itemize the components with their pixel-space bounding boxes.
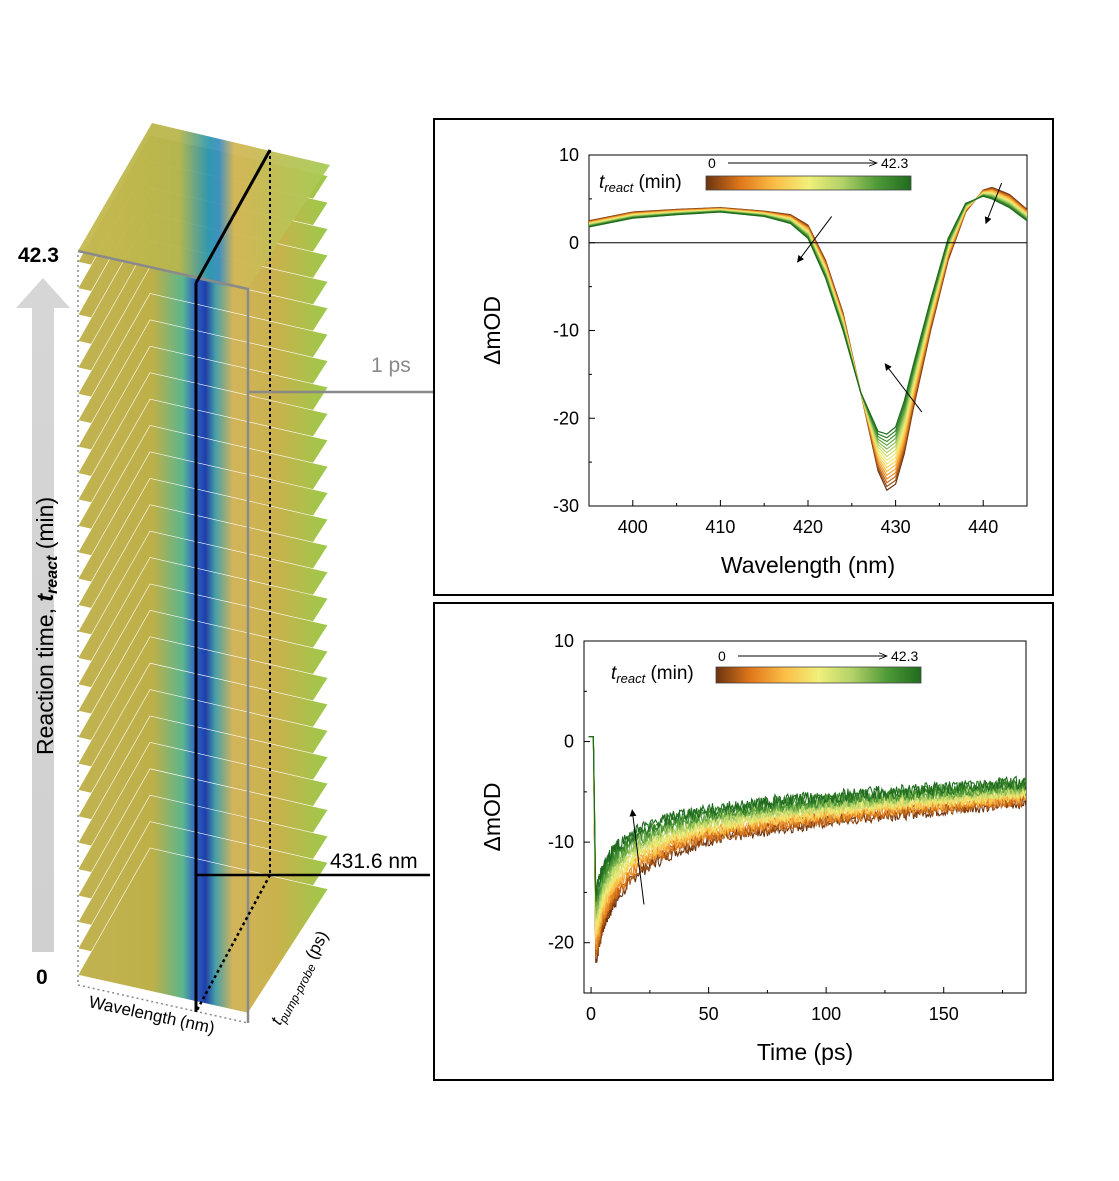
y-tick-label: 10 bbox=[559, 145, 579, 165]
slice-wavelength-label: 431.6 nm bbox=[330, 850, 418, 873]
trend-arrow-down-icon bbox=[984, 182, 1003, 225]
kinetics-series-line bbox=[588, 735, 1026, 958]
kinetics-series-line bbox=[588, 735, 1026, 945]
colorbar bbox=[715, 666, 922, 684]
stack-guides bbox=[77, 149, 434, 1024]
x-tick-label: 0 bbox=[586, 1004, 596, 1024]
colorbar-end-label: 42.3 bbox=[891, 648, 918, 664]
y-tick-label: -10 bbox=[553, 321, 579, 341]
y-tick-label: -30 bbox=[553, 496, 579, 516]
kinetics-panel-frame bbox=[433, 602, 1054, 1081]
y-tick-label: -20 bbox=[548, 933, 574, 953]
x-tick-label: 150 bbox=[929, 1004, 959, 1024]
reaction-time-arrow bbox=[16, 278, 70, 952]
spectrum-series-line bbox=[589, 193, 1027, 458]
colorbar-start-label: 0 bbox=[708, 155, 716, 171]
bottom-value-label: 0 bbox=[36, 966, 48, 989]
x-tick-label: 430 bbox=[881, 517, 911, 537]
y-tick-label: 10 bbox=[554, 631, 574, 651]
spectrum-series-line bbox=[589, 195, 1027, 435]
trend-arrow-up-icon bbox=[884, 363, 923, 413]
top-value-label: 42.3 bbox=[18, 244, 59, 267]
spectrum-panel-frame bbox=[433, 118, 1054, 596]
stack-top-face bbox=[78, 123, 330, 291]
x-axis-label: Time (ps) bbox=[757, 1039, 853, 1065]
colorbar-start-label: 0 bbox=[718, 648, 726, 664]
colorbar-label: treact (min) bbox=[611, 663, 694, 686]
colorbar-label: treact (min) bbox=[599, 172, 682, 195]
y-axis-label: ΔmOD bbox=[479, 296, 505, 365]
y-tick-label: -10 bbox=[548, 832, 574, 852]
y-tick-label: -20 bbox=[553, 408, 579, 428]
x-tick-label: 440 bbox=[968, 517, 998, 537]
x-tick-label: 50 bbox=[699, 1004, 719, 1024]
plot-frame bbox=[583, 640, 1027, 994]
stack-slice bbox=[77, 847, 329, 1014]
trend-arrow-up-icon bbox=[629, 809, 645, 905]
y-tick-label: 0 bbox=[564, 732, 574, 752]
kinetics-series-line bbox=[588, 735, 1026, 963]
x-tick-label: 410 bbox=[705, 517, 735, 537]
plot-frame bbox=[588, 154, 1028, 507]
kinetics-series-line bbox=[588, 735, 1026, 896]
trend-arrow-down-icon bbox=[797, 216, 833, 263]
x-tick-label: 400 bbox=[618, 517, 648, 537]
reaction-time-axis-title: Reaction time, treact (min) bbox=[32, 497, 61, 755]
slice-time-label: 1 ps bbox=[371, 354, 411, 377]
x-tick-label: 100 bbox=[811, 1004, 841, 1024]
x-tick-label: 420 bbox=[793, 517, 823, 537]
y-axis-label: ΔmOD bbox=[479, 782, 505, 851]
slice-stack bbox=[77, 134, 329, 1014]
colorbar bbox=[705, 175, 912, 191]
y-tick-label: 0 bbox=[569, 233, 579, 253]
x-axis-label: Wavelength (nm) bbox=[721, 552, 895, 578]
kinetics-curves bbox=[588, 735, 1026, 963]
spectrum-curves bbox=[589, 186, 1027, 492]
spectrum-chart: 400 410 420 430 440 10 0 -10 -20 -30 Wavelength (n… bbox=[479, 145, 1028, 578]
colorbar-end-label: 42.3 bbox=[881, 155, 908, 171]
